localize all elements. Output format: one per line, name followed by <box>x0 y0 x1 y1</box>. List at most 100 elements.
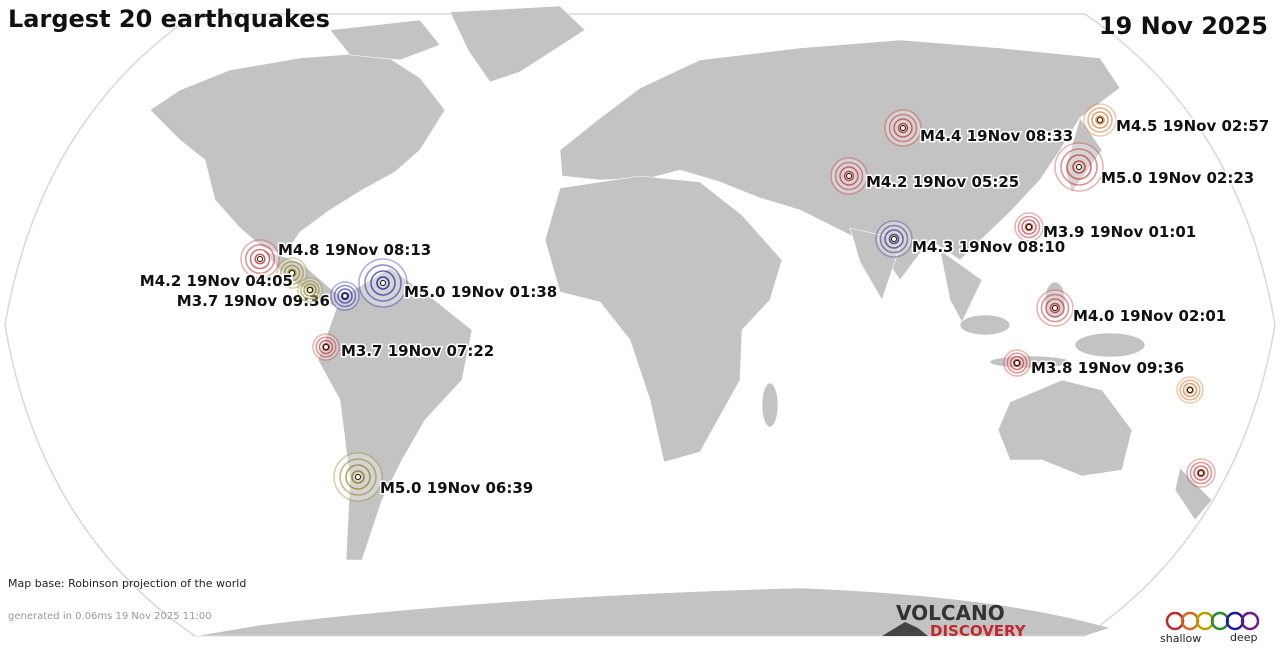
marker-ring <box>1182 382 1198 398</box>
marker-ring <box>376 276 390 290</box>
marker-ring <box>279 260 305 286</box>
marker-label: M4.5 19Nov 02:57 <box>1116 117 1269 135</box>
marker-label: M4.0 19Nov 02:01 <box>1073 307 1226 325</box>
marker-center <box>900 125 906 131</box>
marker-center <box>289 270 295 276</box>
marker-center <box>355 474 361 480</box>
marker-ring <box>884 229 904 249</box>
earthquake-marker <box>1083 103 1117 137</box>
marker-ring <box>1087 107 1113 133</box>
marker-ring <box>879 224 909 254</box>
marker-center <box>891 236 897 242</box>
marker-ring <box>249 248 271 270</box>
marker-label: M4.4 19Nov 08:33 <box>920 127 1073 145</box>
marker-label: M4.2 19Nov 04:05 <box>140 272 293 290</box>
map-base-note: Map base: Robinson projection of the wor… <box>8 577 246 590</box>
marker-ring <box>1196 468 1206 478</box>
marker-ring <box>1012 358 1022 368</box>
marker-ring <box>1024 222 1034 232</box>
marker-ring <box>370 270 396 296</box>
marker-ring <box>1193 465 1209 481</box>
marker-center <box>307 287 313 293</box>
marker-ring <box>897 122 909 134</box>
marker-ring <box>318 339 334 355</box>
marker-ring <box>303 283 317 297</box>
marker-ring <box>337 288 353 304</box>
marker-ring <box>1017 215 1041 239</box>
marker-label: M3.7 19Nov 09:36 <box>177 292 330 310</box>
earthquake-marker <box>1036 289 1074 327</box>
depth-legend: shallow deep <box>1160 611 1260 645</box>
earthquake-marker <box>276 257 308 289</box>
legend-shallow: shallow <box>1160 632 1201 645</box>
earthquake-marker <box>330 281 360 311</box>
marker-ring <box>340 291 350 301</box>
marker-ring <box>244 243 276 275</box>
marker-label: M3.7 19Nov 07:22 <box>341 342 494 360</box>
marker-ring <box>315 336 337 358</box>
marker-ring <box>351 470 365 484</box>
marker-ring <box>888 113 918 143</box>
marker-label: M4.8 19Nov 08:13 <box>278 241 431 259</box>
marker-ring <box>888 233 900 245</box>
marker-center <box>1052 305 1058 311</box>
marker-label: M5.0 19Nov 01:38 <box>404 283 557 301</box>
marker-label: M3.8 19Nov 09:36 <box>1031 359 1184 377</box>
marker-ring <box>1066 154 1092 180</box>
title: Largest 20 earthquakes <box>8 5 330 33</box>
logo: VOLCANO DISCOVERY <box>882 601 1027 640</box>
legend-deep: deep <box>1230 631 1258 644</box>
marker-ring <box>839 166 859 186</box>
marker-center <box>342 293 348 299</box>
marker-ring <box>843 170 855 182</box>
earthquake-marker <box>358 258 408 308</box>
earthquake-marker <box>1186 458 1216 488</box>
earthquake-marker <box>312 333 340 361</box>
marker-ring <box>364 264 402 302</box>
marker-ring <box>1009 355 1025 371</box>
marker-center <box>257 256 263 262</box>
marker-ring <box>321 342 331 352</box>
marker-ring <box>1095 115 1105 125</box>
marker-center <box>846 173 852 179</box>
marker-center <box>1187 387 1193 393</box>
marker-label: M4.2 19Nov 05:25 <box>866 173 1019 191</box>
marker-ring <box>254 253 266 265</box>
marker-ring <box>1072 160 1086 174</box>
marker-ring <box>1189 461 1213 485</box>
marker-ring <box>1040 293 1070 323</box>
marker-ring <box>339 458 377 496</box>
earthquake-marker <box>830 157 868 195</box>
earthquake-marker <box>1176 376 1204 404</box>
marker-ring <box>834 161 864 191</box>
earthquake-marker <box>1054 142 1104 192</box>
marker-center <box>1026 224 1032 230</box>
marker-ring <box>300 280 320 300</box>
marker-center <box>380 280 386 286</box>
marker-ring <box>893 118 913 138</box>
marker-ring <box>1179 379 1201 401</box>
marker-center <box>1014 360 1020 366</box>
marker-center <box>323 344 329 350</box>
marker-label: M3.9 19Nov 01:01 <box>1043 223 1196 241</box>
logo-line2: DISCOVERY <box>930 622 1027 640</box>
marker-ring <box>1185 385 1195 395</box>
marker-ring <box>345 464 371 490</box>
marker-center <box>1097 117 1103 123</box>
generated-note: generated in 0.06ms 19 Nov 2025 11:00 <box>8 611 212 622</box>
marker-ring <box>1021 219 1037 235</box>
earthquake-marker <box>1003 349 1031 377</box>
marker-ring <box>1091 111 1109 129</box>
marker-label: M5.0 19Nov 06:39 <box>380 479 533 497</box>
earthquake-marker <box>875 220 913 258</box>
marker-label: M5.0 19Nov 02:23 <box>1101 169 1254 187</box>
marker-ring <box>1060 148 1098 186</box>
markers: M4.5 19Nov 02:57 M4.4 19Nov 08:33 M5.0 19N… <box>138 103 1271 502</box>
marker-ring <box>1006 352 1028 374</box>
marker-center <box>1198 470 1204 476</box>
marker-ring <box>333 284 357 308</box>
marker-ring <box>287 268 297 278</box>
date: 19 Nov 2025 <box>1099 12 1268 40</box>
marker-label: M4.3 19Nov 08:10 <box>912 238 1065 256</box>
